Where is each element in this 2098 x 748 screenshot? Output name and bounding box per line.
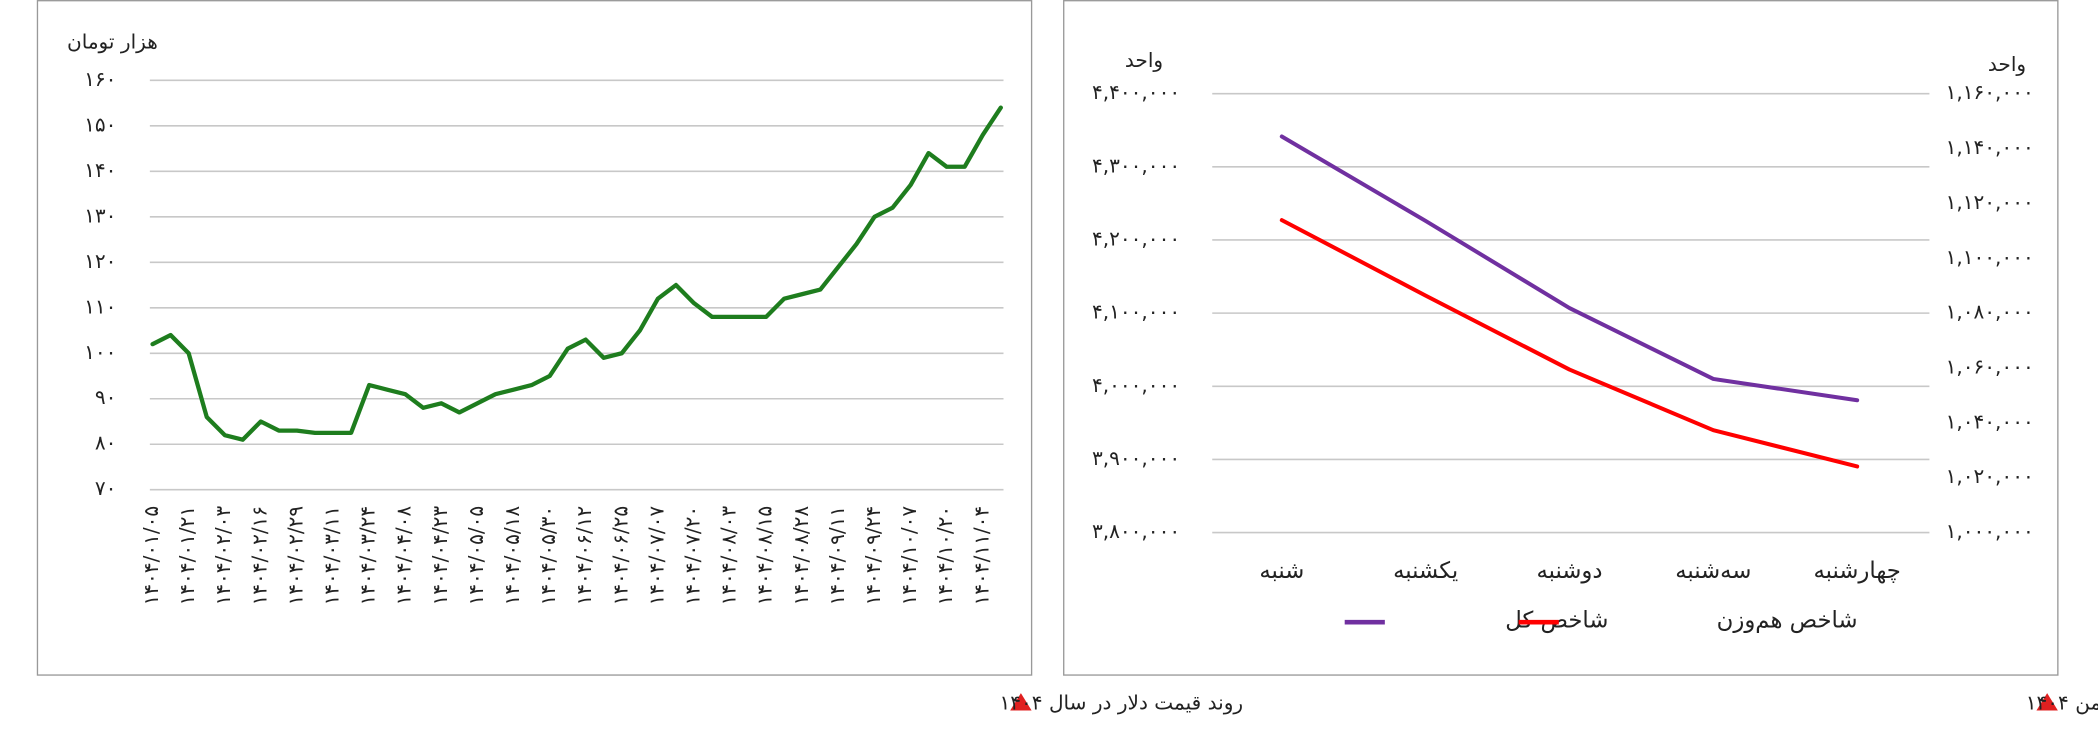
- y2-tick-label: ۱,۰۰۰,۰۰۰: [1946, 519, 2034, 543]
- x-tick-label: ۱۴۰۴/۰۹/۲۴: [861, 506, 885, 606]
- y-tick-label: ۴,۴۰۰,۰۰۰: [1092, 80, 1180, 104]
- x-tick-label: ۱۴۰۴/۰۶/۱۲: [572, 506, 596, 606]
- x-tick-label: ۱۴۰۴/۰۴/۲۳: [428, 506, 452, 606]
- x-tick-label: ۱۴۰۴/۰۸/۰۳: [717, 506, 741, 606]
- y-tick-label: ۸۰: [95, 431, 117, 455]
- x-tick-label: ۱۴۰۴/۰۷/۰۷: [644, 506, 668, 606]
- y-tick-label: ۱۶۰: [84, 67, 116, 91]
- y2-tick-label: ۱,۱۰۰,۰۰۰: [1946, 245, 2034, 269]
- x-tick-label: ۱۴۰۴/۰۷/۲۰: [681, 506, 705, 606]
- y-tick-label: ۴,۰۰۰,۰۰۰: [1092, 373, 1180, 397]
- x-tick-label: ۱۴۰۴/۰۲/۰۳: [211, 506, 235, 606]
- x-tick-label: ۱۴۰۴/۰۲/۲۹: [283, 506, 307, 606]
- y-tick-label: ۹۰: [95, 385, 117, 409]
- y-tick-label: ۷۰: [95, 476, 117, 500]
- y-tick-label: ۴,۳۰۰,۰۰۰: [1092, 153, 1180, 177]
- y-tick-label: ۴,۱۰۰,۰۰۰: [1092, 300, 1180, 324]
- x-tick-label: ۱۴۰۴/۰۵/۳۰: [536, 506, 560, 606]
- x-tick-label: ۱۴۰۴/۰۹/۱۱: [825, 506, 849, 606]
- x-tick-label: ۱۴۰۴/۰۵/۱۸: [500, 506, 524, 606]
- y2-tick-label: ۱,۱۴۰,۰۰۰: [1946, 135, 2034, 159]
- caption-marker: [2036, 693, 2058, 711]
- panel-frame: [1063, 0, 2059, 676]
- x-tick-label: ۱۴۰۴/۰۵/۰۵: [464, 506, 488, 606]
- x-tick-label: شنبه: [1259, 558, 1304, 584]
- x-tick-label: ۱۴۰۴/۰۴/۰۸: [392, 506, 416, 606]
- y-tick-label: ۱۲۰: [84, 249, 116, 273]
- y-tick-label: ۳,۸۰۰,۰۰۰: [1092, 519, 1180, 543]
- y-tick-label: ۱۴۰: [84, 158, 116, 182]
- panel-frame: [36, 0, 1033, 676]
- y2-tick-label: ۱,۱۲۰,۰۰۰: [1946, 190, 2034, 214]
- x-tick-label: ۱۴۰۴/۰۶/۲۵: [608, 506, 632, 606]
- y-tick-label: ۱۳۰: [84, 203, 116, 227]
- y2-tick-label: ۱,۰۴۰,۰۰۰: [1946, 409, 2034, 433]
- x-tick-label: ۱۴۰۴/۱۱/۰۴: [969, 506, 993, 606]
- y2-tick-label: ۱,۰۲۰,۰۰۰: [1946, 464, 2034, 488]
- y-tick-label: ۳,۹۰۰,۰۰۰: [1092, 446, 1180, 470]
- x-tick-label: یکشنبه: [1393, 558, 1458, 584]
- series-line: [1279, 134, 1860, 403]
- caption-marker: [1010, 693, 1032, 711]
- x-tick-label: ۱۴۰۴/۰۳/۲۴: [356, 506, 380, 606]
- x-tick-label: ۱۴۰۴/۱۰/۰۷: [897, 506, 921, 606]
- x-tick-label: چهارشنبه: [1813, 558, 1900, 584]
- x-tick-label: ۱۴۰۴/۱۰/۲۰: [933, 506, 957, 606]
- series-line: [1279, 218, 1860, 469]
- y2-tick-label: ۱,۰۶۰,۰۰۰: [1946, 354, 2034, 378]
- caption: روند قیمت دلار در سال ۱۴۰۴: [999, 690, 1243, 714]
- x-tick-label: سه‌شنبه: [1675, 558, 1751, 584]
- y-tick-label: ۱۰۰: [84, 340, 116, 364]
- x-tick-label: ۱۴۰۴/۰۱/۲۱: [175, 506, 199, 606]
- x-tick-label: ۱۴۰۴/۰۲/۱۶: [247, 506, 271, 606]
- legend-label: شاخص هم‌وزن: [1717, 607, 1858, 633]
- y-axis-label: هزار تومان: [67, 29, 158, 53]
- y2-tick-label: ۱,۰۸۰,۰۰۰: [1946, 300, 2034, 324]
- y-axis-label: واحد: [1125, 48, 1163, 72]
- y2-axis-label: واحد: [1988, 52, 2026, 76]
- y-tick-label: ۱۵۰: [84, 112, 116, 136]
- x-tick-label: ۱۴۰۴/۰۳/۱۱: [320, 506, 344, 606]
- y-tick-label: ۱۱۰: [84, 294, 116, 318]
- x-tick-label: دوشنبه: [1536, 558, 1602, 584]
- x-tick-label: ۱۴۰۴/۰۸/۱۵: [753, 506, 777, 606]
- y2-tick-label: ۱,۱۶۰,۰۰۰: [1946, 80, 2034, 104]
- series-line: [150, 105, 1003, 442]
- y-tick-label: ۴,۲۰۰,۰۰۰: [1092, 226, 1180, 250]
- x-tick-label: ۱۴۰۴/۰۸/۲۸: [789, 506, 813, 606]
- x-tick-label: ۱۴۰۴/۰۱/۰۵: [139, 506, 163, 606]
- caption: روند هفتگی شاخص کل و شاخص هم‌وزن منتهی ب…: [2026, 690, 2098, 714]
